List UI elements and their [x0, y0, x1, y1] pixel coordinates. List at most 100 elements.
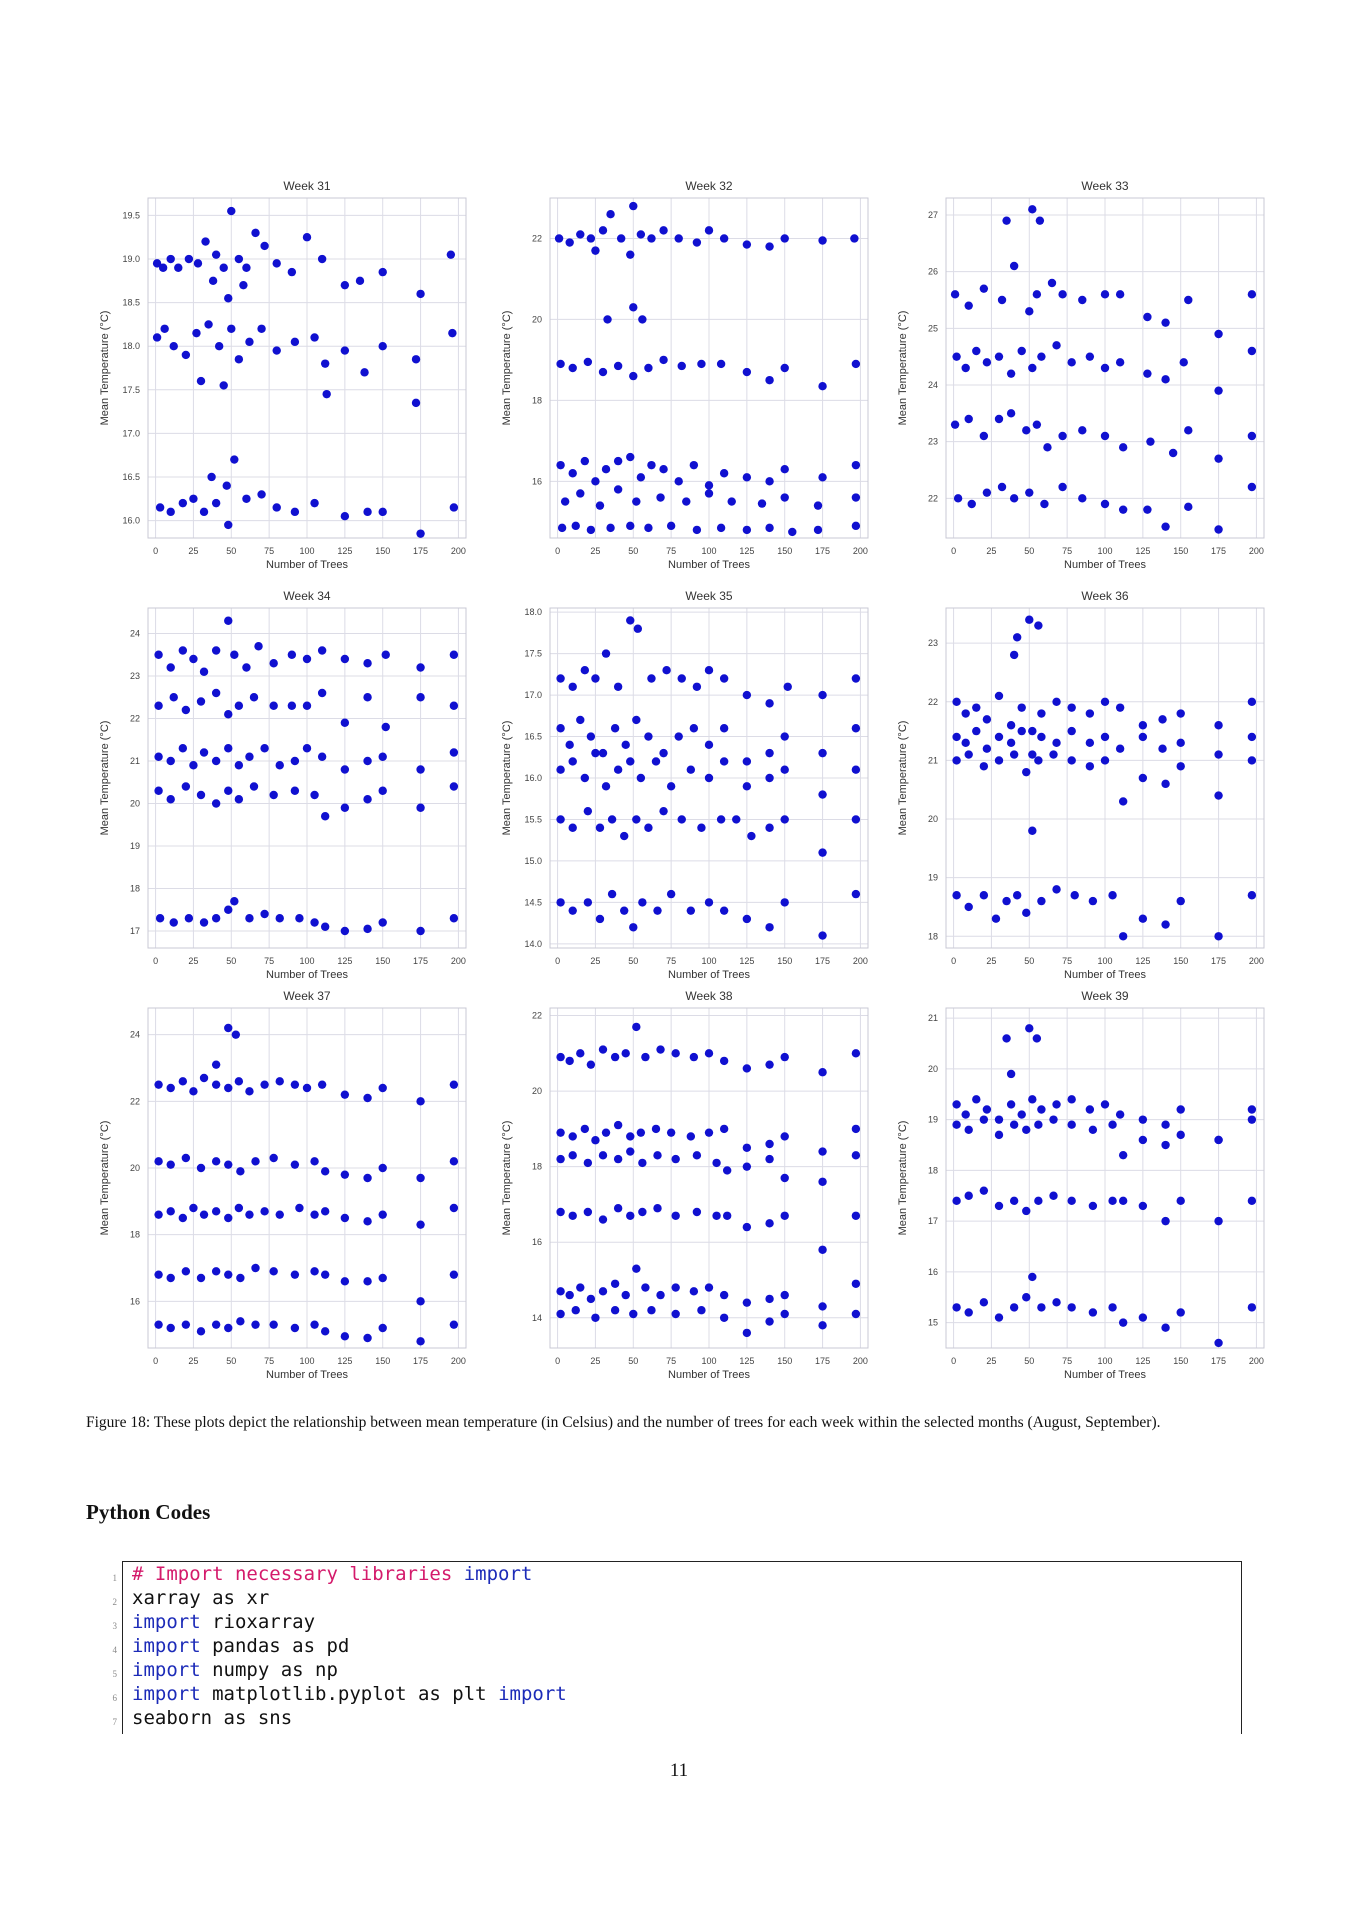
y-tick-label: 24: [130, 1030, 140, 1040]
data-point: [1009, 1303, 1019, 1312]
y-tick-label: 17: [928, 1216, 938, 1226]
x-tick-label: 75: [264, 956, 274, 966]
data-point: [719, 1056, 729, 1066]
data-point: [964, 902, 973, 912]
data-point: [251, 228, 260, 238]
data-point: [601, 782, 611, 791]
x-tick-label: 150: [1173, 1356, 1188, 1366]
figure-caption: Figure 18: These plots depict the relati…: [86, 1414, 1161, 1431]
data-point: [697, 823, 706, 832]
panel-title: Week 39: [1081, 989, 1128, 1003]
x-tick-label: 25: [986, 956, 996, 966]
y-tick-label: 18: [130, 884, 140, 894]
data-point: [446, 250, 456, 259]
data-point: [363, 1277, 372, 1286]
data-point: [682, 497, 691, 506]
data-point: [178, 498, 188, 508]
data-point: [181, 1267, 191, 1276]
data-point: [1176, 896, 1185, 906]
x-tick-label: 25: [188, 1356, 198, 1366]
x-tick-label: 75: [1062, 1356, 1072, 1366]
data-point: [704, 1283, 714, 1292]
data-point: [340, 765, 350, 774]
data-point: [340, 803, 350, 812]
data-point: [653, 1204, 662, 1213]
data-point: [704, 489, 714, 498]
data-point: [765, 1219, 774, 1228]
data-point: [653, 906, 662, 915]
data-point: [363, 507, 372, 517]
data-point: [224, 786, 233, 795]
data-point: [1214, 791, 1223, 800]
x-axis-label: Number of Trees: [668, 1369, 750, 1381]
data-point: [1176, 1308, 1185, 1317]
data-point: [1247, 1105, 1257, 1114]
data-point: [1247, 290, 1257, 299]
data-point: [1118, 1150, 1128, 1160]
data-point: [360, 368, 369, 377]
data-point: [211, 646, 221, 655]
panel-title: Week 35: [685, 589, 732, 603]
x-tick-label: 75: [1062, 956, 1072, 966]
data-point: [449, 650, 459, 659]
data-point: [317, 254, 327, 264]
data-point: [1017, 703, 1026, 712]
data-point: [818, 382, 827, 391]
y-axis-label: Mean Temperature (°C): [99, 311, 111, 426]
y-tick-label: 17.5: [524, 649, 542, 659]
data-point: [674, 234, 683, 243]
x-tick-label: 200: [451, 1356, 466, 1366]
data-point: [1146, 437, 1155, 446]
data-point: [632, 497, 641, 506]
data-point: [166, 663, 175, 672]
data-point: [449, 1203, 459, 1213]
data-point: [1168, 448, 1178, 458]
data-point: [1176, 1105, 1185, 1114]
data-point: [1035, 216, 1045, 225]
data-point: [674, 477, 683, 486]
data-point: [449, 503, 459, 512]
data-point: [638, 1207, 647, 1217]
data-point: [591, 477, 600, 486]
data-point: [666, 521, 676, 531]
scatter-panel: 0 25 50 75 100 125 150 175 200 17 18 19 20 21 22 23 24 We…: [80, 580, 475, 981]
data-point: [1037, 896, 1046, 906]
data-point: [994, 352, 1004, 361]
data-point: [716, 523, 726, 533]
plot-frame: [549, 607, 869, 949]
data-point: [818, 1177, 827, 1186]
data-point: [765, 375, 774, 385]
data-point: [184, 254, 194, 264]
x-tick-label: 0: [951, 956, 956, 966]
data-point: [1032, 1034, 1042, 1043]
data-point: [1161, 375, 1170, 384]
scatter-plot-svg: 0 25 50 75 100 125 150 175 200 17 18 19 20 21 22 23 24 We…: [99, 589, 467, 981]
data-point: [178, 1213, 188, 1223]
x-tick-label: 50: [628, 546, 638, 556]
data-point: [583, 806, 593, 816]
data-point: [692, 682, 702, 691]
data-point: [1085, 762, 1095, 771]
data-point: [1214, 454, 1223, 463]
data-point: [320, 922, 330, 931]
data-point: [245, 1210, 254, 1219]
data-point: [780, 363, 789, 373]
y-tick-label: 16.5: [122, 472, 140, 482]
x-tick-label: 125: [1135, 1356, 1150, 1366]
data-point: [310, 498, 319, 508]
code-line: 2 xarray as xr: [113, 1586, 1241, 1610]
data-point: [449, 701, 459, 710]
data-point: [242, 663, 251, 672]
data-point: [686, 1132, 696, 1141]
data-point: [780, 464, 789, 474]
data-point: [659, 806, 668, 816]
data-point: [671, 1049, 680, 1058]
data-point: [568, 906, 577, 915]
y-axis-label: Mean Temperature (°C): [99, 721, 111, 836]
data-point: [1052, 1298, 1061, 1307]
data-point: [1214, 329, 1223, 339]
data-point: [290, 756, 300, 766]
data-point: [1214, 525, 1223, 534]
data-point: [166, 1323, 175, 1333]
data-point: [211, 250, 221, 259]
